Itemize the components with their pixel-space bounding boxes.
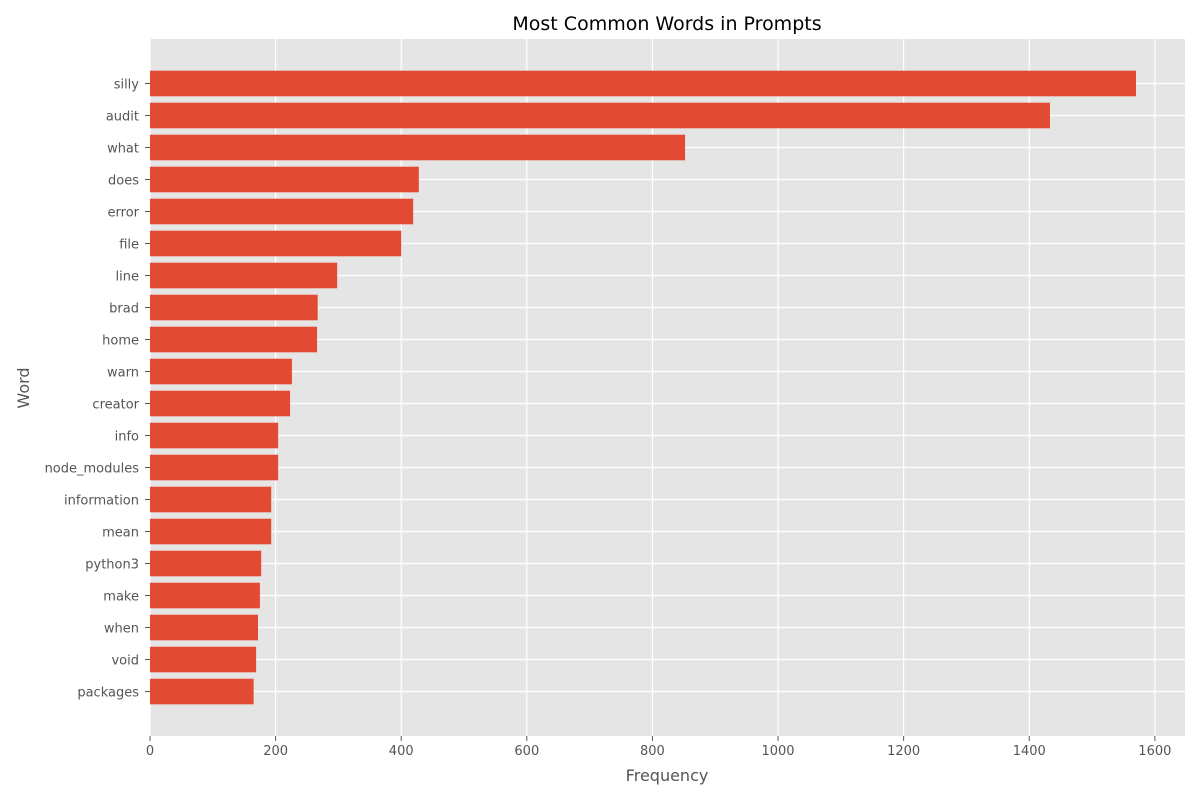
bar-mean [150, 518, 272, 545]
bar-info [150, 422, 279, 449]
bar-warn [150, 358, 292, 385]
bar-node_modules [150, 454, 279, 481]
y-tick-label: brad [109, 301, 139, 316]
bar-creator [150, 390, 291, 417]
y-axis-label: Word [14, 367, 33, 408]
bar-line [150, 262, 338, 289]
y-tick-label: silly [114, 77, 140, 92]
bar-information [150, 486, 272, 513]
bar-packages [150, 678, 254, 705]
y-tick-label: packages [77, 686, 139, 701]
y-tick-label: line [116, 269, 139, 284]
bar-python3 [150, 550, 262, 577]
y-tick-label: mean [102, 526, 139, 541]
chart-title: Most Common Words in Prompts [512, 13, 821, 35]
bar-file [150, 230, 402, 257]
y-tick-label: info [115, 430, 139, 445]
x-tick-label: 1400 [1013, 744, 1046, 759]
x-tick-label: 1200 [887, 744, 920, 759]
x-tick-label: 600 [514, 744, 539, 759]
bar-brad [150, 294, 318, 321]
bar-void [150, 646, 257, 673]
y-tick-label: void [111, 654, 139, 669]
bar-silly [150, 70, 1137, 97]
bar-error [150, 198, 414, 225]
y-tick-label: warn [107, 365, 139, 380]
y-tick-label: home [102, 333, 139, 348]
x-tick-label: 200 [263, 744, 288, 759]
y-tick-label: file [119, 237, 139, 252]
y-tick-label: node_modules [45, 462, 140, 477]
y-tick-label: when [104, 622, 139, 637]
y-tick-label: what [107, 141, 139, 156]
bar-does [150, 166, 419, 193]
y-tick-label: make [103, 590, 139, 605]
y-tick-label: python3 [85, 558, 139, 573]
y-tick-label: information [64, 494, 139, 509]
x-axis-label: Frequency [626, 766, 709, 785]
bar-what [150, 134, 686, 161]
y-tick-label: does [108, 173, 139, 188]
bar-make [150, 582, 260, 609]
y-tick-label: error [108, 205, 140, 220]
x-tick-label: 1600 [1138, 744, 1171, 759]
y-tick-label: creator [92, 398, 139, 413]
x-tick-label: 1000 [761, 744, 794, 759]
bar-home [150, 326, 318, 353]
bar-audit [150, 102, 1050, 129]
x-tick-label: 400 [389, 744, 414, 759]
x-tick-label: 800 [640, 744, 665, 759]
x-tick-label: 0 [146, 744, 154, 759]
y-tick-label: audit [106, 109, 139, 124]
bar-when [150, 614, 259, 641]
